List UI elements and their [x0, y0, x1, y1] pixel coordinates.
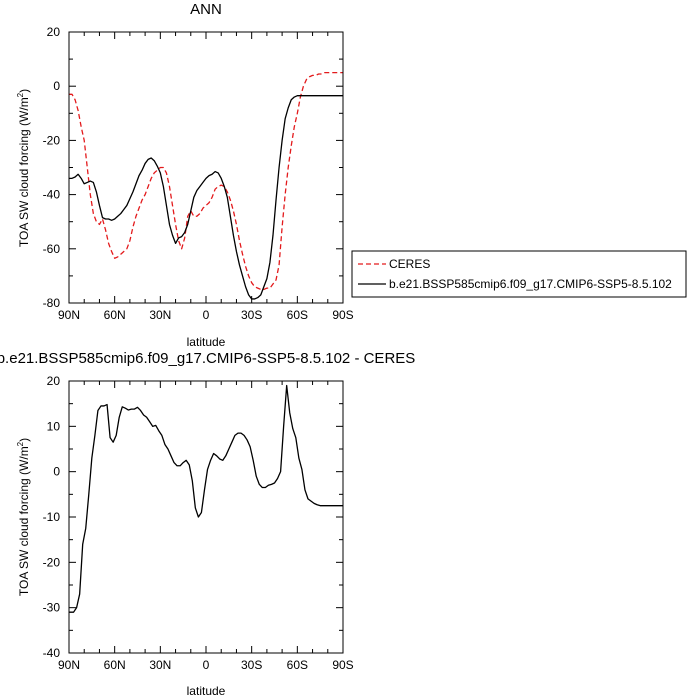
top-series [69, 72, 343, 300]
legend: CERES b.e21.BSSP585cmip6.f09_g17.CMIP6-S… [351, 250, 687, 298]
top-x-tick-label: 60S [287, 308, 308, 322]
top-y-tick-label: -20 [43, 133, 61, 147]
top-x-tick-label: 90N [58, 308, 80, 322]
bottom-x-tick-label: 30N [149, 658, 171, 672]
top-tick-labels: 90N 60N 30N 0 30S 60S 90S 20 0 -20 -40 -60 -80 [43, 25, 354, 322]
bottom-y-tick-label: -20 [43, 555, 61, 569]
top-y-tick-label: -60 [43, 242, 61, 256]
bottom-chart: b.e21.BSSP585cmip6.f09_g17.CMIP6-SSP5-8.… [0, 350, 415, 698]
legend-label-model: b.e21.BSSP585cmip6.f09_g17.CMIP6-SSP5-8.… [389, 277, 672, 291]
top-x-axis-label: latitude [187, 335, 226, 349]
legend-box [351, 250, 687, 298]
bottom-ylabel-close: ) [17, 438, 31, 442]
bottom-y-tick-label: -30 [43, 601, 61, 615]
bottom-plot-frame [68, 380, 344, 654]
bottom-y-tick-label: 20 [47, 374, 61, 388]
top-y-tick-label: 0 [53, 79, 60, 93]
top-chart: ANN TOA SW cloud forcing (W/m2) 90N 60N 30… [16, 1, 354, 349]
bottom-y-axis-label: TOA SW cloud forcing (W/m2) [16, 438, 31, 596]
top-chart-title: ANN [190, 1, 222, 18]
bottom-ylabel-sup: 2 [16, 441, 25, 446]
top-y-axis-label: TOA SW cloud forcing (W/m2) [16, 89, 31, 247]
svg-text:TOA SW cloud forcing (W/m2): TOA SW cloud forcing (W/m2) [16, 89, 31, 247]
bottom-x-tick-label: 90S [332, 658, 353, 672]
bottom-series-difference-line [69, 384, 343, 613]
bottom-y-tick-label: -40 [43, 646, 61, 660]
top-x-tick-label: 90S [332, 308, 353, 322]
top-ticks [68, 31, 344, 304]
top-series-ceres-line [69, 72, 343, 291]
bottom-y-tick-label: 0 [53, 465, 60, 479]
bottom-x-tick-label: 0 [203, 658, 210, 672]
top-x-tick-label: 60N [104, 308, 126, 322]
bottom-x-tick-label: 30S [241, 658, 262, 672]
bottom-chart-title: b.e21.BSSP585cmip6.f09_g17.CMIP6-SSP5-8.… [0, 350, 415, 367]
bottom-y-tick-label: 10 [47, 419, 61, 433]
bottom-x-axis-label: latitude [187, 684, 226, 698]
top-plot-frame [68, 31, 344, 304]
top-y-tick-label: 20 [47, 25, 61, 39]
top-x-tick-label: 30S [241, 308, 262, 322]
svg-text:TOA SW cloud forcing (W/m2): TOA SW cloud forcing (W/m2) [16, 438, 31, 596]
bottom-x-tick-label: 90N [58, 658, 80, 672]
top-ylabel-close: ) [17, 89, 31, 93]
bottom-ticks [68, 380, 344, 654]
top-x-tick-label: 30N [149, 308, 171, 322]
top-series-model-line [69, 95, 343, 300]
bottom-x-tick-label: 60S [287, 658, 308, 672]
bottom-tick-labels: 90N 60N 30N 0 30S 60S 90S 20 10 0 -10 -20 -30 -40 [43, 374, 354, 672]
top-x-tick-label: 0 [203, 308, 210, 322]
bottom-ylabel-text: TOA SW cloud forcing (W/m [17, 446, 31, 596]
legend-label-ceres: CERES [389, 257, 430, 271]
top-y-tick-label: -40 [43, 188, 61, 202]
top-ylabel-sup: 2 [16, 92, 25, 97]
bottom-x-tick-label: 60N [104, 658, 126, 672]
bottom-y-tick-label: -10 [43, 510, 61, 524]
top-ylabel-text: TOA SW cloud forcing (W/m [17, 97, 31, 247]
bottom-series [69, 384, 343, 613]
top-y-tick-label: -80 [43, 296, 61, 310]
